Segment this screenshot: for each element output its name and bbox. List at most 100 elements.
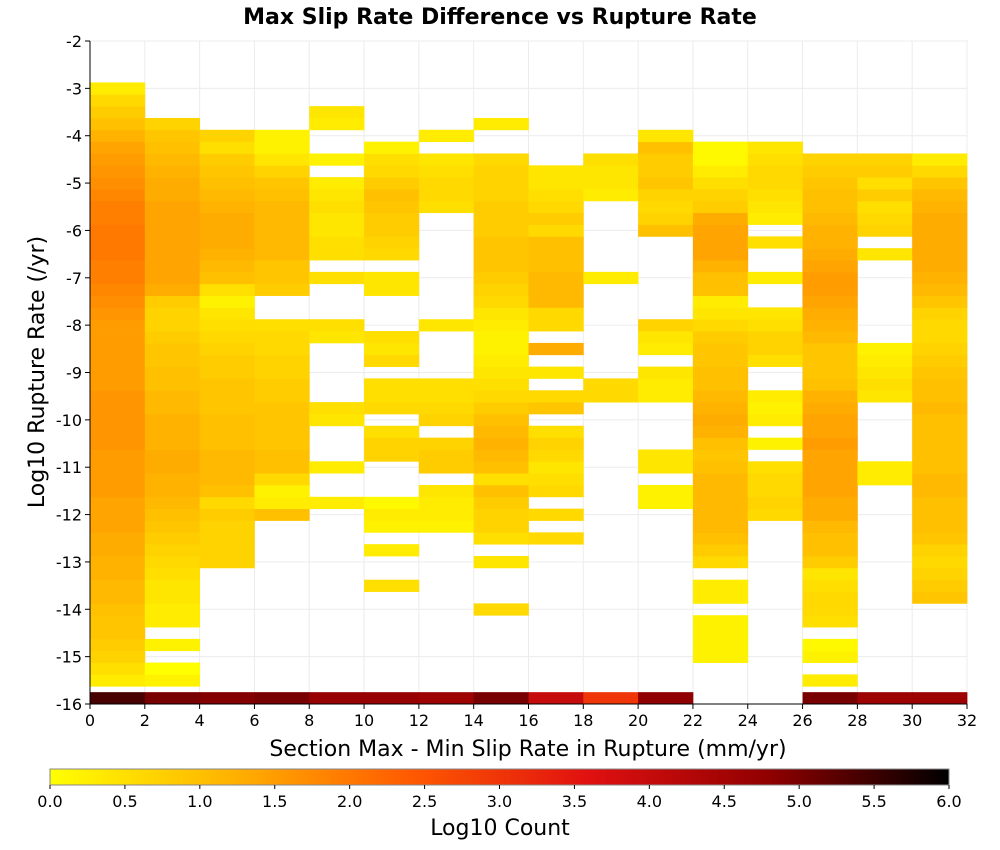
heatmap-cell — [802, 212, 858, 225]
heatmap-cell — [364, 425, 420, 439]
heatmap-cell — [473, 425, 529, 439]
heatmap-cell — [692, 283, 749, 296]
heatmap-cell — [309, 188, 365, 202]
heatmap-cell — [473, 342, 529, 356]
heatmap-cell — [857, 354, 913, 367]
heatmap-cell — [638, 331, 694, 344]
heatmap-cell — [802, 544, 858, 557]
heatmap-cell — [199, 307, 255, 320]
heatmap-cell — [583, 177, 639, 190]
heatmap-cell — [692, 556, 749, 569]
heatmap-cell — [528, 319, 584, 332]
heatmap-cell — [912, 413, 968, 427]
heatmap-cell — [254, 508, 310, 521]
heatmap-cell — [912, 567, 968, 581]
heatmap-cell — [364, 496, 420, 510]
heatmap-cell — [90, 603, 146, 616]
heatmap-cell — [144, 662, 201, 675]
heatmap-cell — [857, 177, 913, 190]
heatmap-cell — [692, 224, 749, 237]
heatmap-cell — [802, 260, 858, 273]
heatmap-cell — [692, 627, 749, 640]
heatmap-cell — [364, 520, 420, 533]
heatmap-cell — [418, 484, 475, 498]
heatmap-cell — [364, 188, 420, 202]
heatmap-cell — [418, 461, 475, 474]
heatmap-cell — [638, 692, 694, 705]
heatmap-cell — [144, 200, 201, 214]
heatmap-cell — [473, 283, 529, 296]
heatmap-cell — [364, 271, 420, 285]
heatmap-cell — [254, 461, 310, 474]
heatmap-cell — [309, 212, 365, 225]
heatmap-cell — [199, 354, 255, 367]
heatmap-cell — [254, 283, 310, 296]
heatmap-cell — [747, 200, 803, 214]
heatmap-cell — [528, 473, 584, 486]
heatmap-cell — [473, 520, 529, 533]
heatmap-cell — [802, 307, 858, 320]
heatmap-cell — [912, 236, 968, 249]
heatmap-cell — [90, 544, 146, 557]
heatmap-cell — [90, 295, 146, 308]
heatmap-cell — [912, 212, 968, 225]
heatmap-cell — [144, 556, 201, 569]
heatmap-cell — [199, 224, 255, 237]
colorbar-tick-label: 3.5 — [562, 792, 587, 811]
colorbar-tick-label: 2.0 — [337, 792, 362, 811]
heatmap-cell — [747, 153, 803, 166]
heatmap-cell — [528, 342, 584, 356]
heatmap-cell — [90, 354, 146, 367]
heatmap-cell — [199, 141, 255, 154]
x-axis-label: Section Max - Min Slip Rate in Rupture (… — [269, 737, 786, 762]
heatmap-cell — [473, 188, 529, 202]
heatmap-cell — [692, 236, 749, 249]
heatmap-cell — [254, 153, 310, 166]
heatmap-cell — [199, 473, 255, 486]
heatmap-cell — [309, 496, 365, 510]
chart-title: Max Slip Rate Difference vs Rupture Rate — [243, 5, 757, 30]
heatmap-cell — [199, 129, 255, 143]
heatmap-cell — [144, 484, 201, 498]
y-tick-label: -9 — [66, 364, 82, 383]
heatmap-cell — [473, 200, 529, 214]
heatmap-cell — [199, 283, 255, 296]
heatmap-cell — [90, 484, 146, 498]
heatmap-cell — [692, 378, 749, 391]
heatmap-cell — [254, 378, 310, 391]
heatmap-cell — [692, 188, 749, 202]
heatmap-cell — [802, 520, 858, 533]
heatmap-cell — [144, 413, 201, 427]
heatmap-cell — [692, 579, 749, 592]
heatmap-cell — [912, 473, 968, 486]
heatmap-cell — [364, 449, 420, 462]
x-tick-label: 14 — [464, 711, 484, 730]
heatmap-cell — [309, 200, 365, 214]
heatmap-cell — [144, 260, 201, 273]
heatmap-cell — [912, 484, 968, 498]
heatmap-cell — [528, 461, 584, 474]
heatmap-cell — [638, 461, 694, 474]
heatmap-cell — [912, 425, 968, 439]
heatmap-cell — [912, 342, 968, 356]
heatmap-cell — [802, 248, 858, 261]
heatmap-cell — [90, 508, 146, 521]
heatmap-cell — [692, 331, 749, 344]
heatmap-cell — [802, 556, 858, 569]
heatmap-cell — [144, 378, 201, 391]
heatmap-cell — [912, 591, 968, 604]
x-tick-label: 22 — [683, 711, 703, 730]
heatmap-cell — [473, 603, 529, 616]
heatmap-cell — [144, 579, 201, 592]
heatmap-cell — [90, 319, 146, 332]
heatmap-cell — [144, 544, 201, 557]
heatmap-cell — [473, 449, 529, 462]
x-tick-label: 30 — [902, 711, 922, 730]
heatmap-cell — [638, 390, 694, 403]
heatmap-cell — [692, 177, 749, 190]
heatmap-cell — [364, 437, 420, 450]
heatmap-cell — [912, 271, 968, 285]
heatmap-cell — [90, 579, 146, 592]
heatmap-cell — [144, 638, 201, 652]
heatmap-cell — [473, 413, 529, 427]
